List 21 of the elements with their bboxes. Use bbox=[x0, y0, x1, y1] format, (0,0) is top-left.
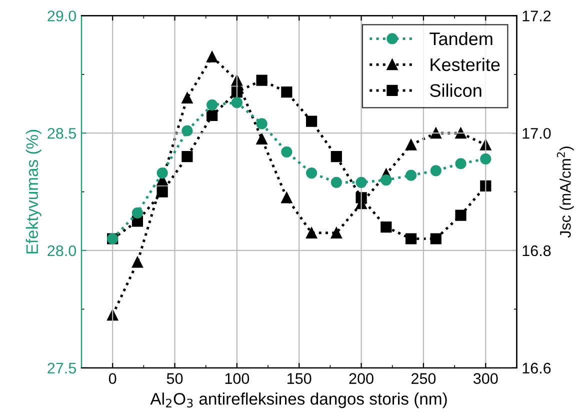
y-tick-label: 28.5 bbox=[48, 128, 76, 139]
x-tick-label: 200 bbox=[349, 373, 374, 384]
y2-tick-label: 17.2 bbox=[522, 10, 551, 22]
y-tick-label: 27.5 bbox=[48, 362, 76, 374]
x-tick-label: 100 bbox=[225, 373, 250, 384]
legend-label: Silicon bbox=[430, 84, 482, 97]
x-tick-label: 50 bbox=[166, 373, 183, 384]
y-tick-label: 29.0 bbox=[48, 10, 76, 22]
x-tick-label: 300 bbox=[473, 373, 498, 384]
legend-label: Kesterite bbox=[430, 58, 500, 72]
x-tick-label: 150 bbox=[288, 373, 312, 384]
legend-label: Tandem bbox=[430, 32, 492, 46]
y2-tick-label: 17.0 bbox=[522, 128, 551, 139]
y-tick-label: 28.0 bbox=[48, 245, 76, 256]
y-axis-title: Efektyvumas (%) bbox=[26, 130, 42, 254]
y2-tick-label: 16.6 bbox=[522, 362, 551, 374]
x-tick-label: 250 bbox=[411, 373, 436, 384]
x-tick-label: 0 bbox=[108, 373, 116, 384]
y2-tick-label: 16.8 bbox=[522, 245, 551, 256]
y2-axis-title: Jsc (mA/cm$^{2}$) bbox=[556, 146, 574, 238]
x-axis-title: Al$_{2}$O$_{3}$ antirefleksines dangos storis (nm) bbox=[150, 392, 447, 408]
